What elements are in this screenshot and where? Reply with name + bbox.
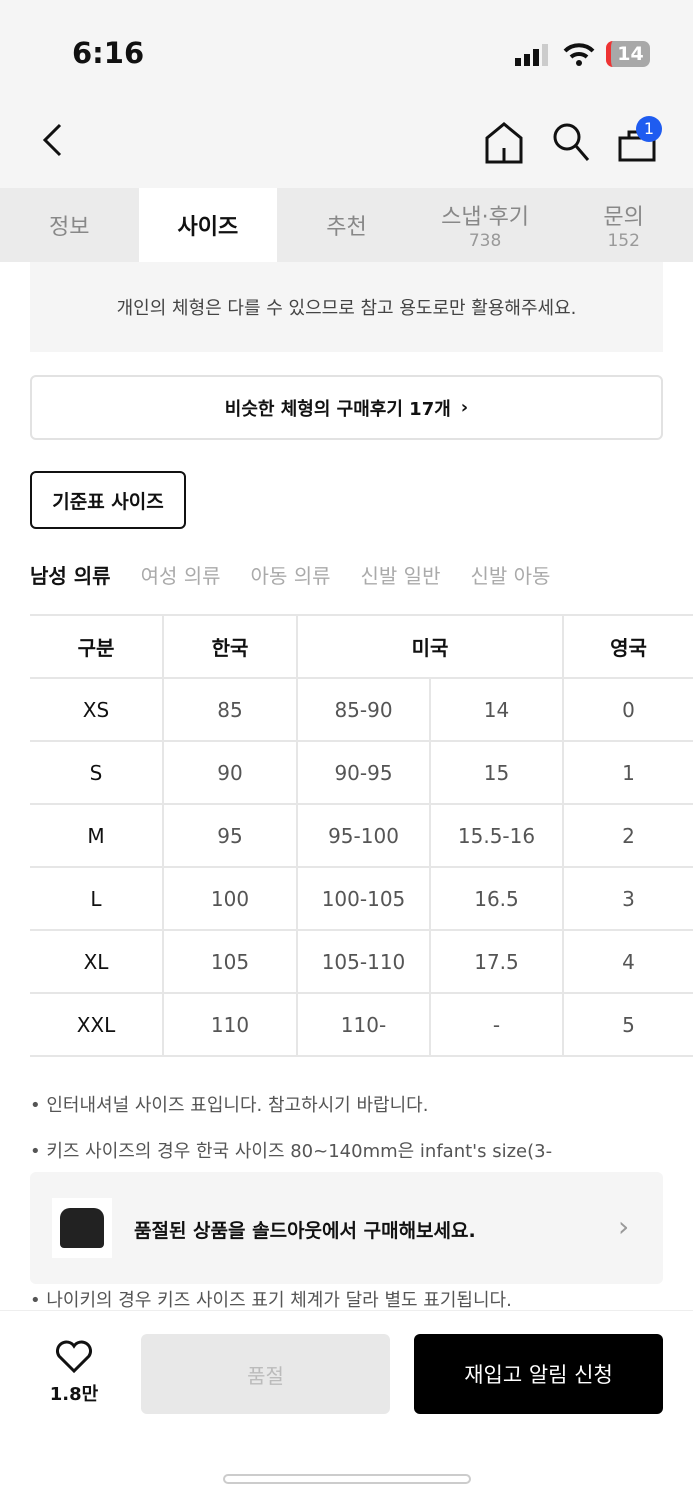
table-cell: 3	[563, 867, 693, 931]
battery-icon: 14	[606, 41, 650, 67]
table-cell: 90-95	[297, 741, 431, 805]
table-cell: 85	[163, 678, 298, 742]
top-nav: 1	[0, 100, 693, 188]
table-cell: XL	[30, 930, 164, 994]
chevron-right-icon: ›	[460, 397, 469, 418]
header-cell: 한국	[163, 614, 298, 679]
table-row: XXL 110 110- -5	[30, 993, 693, 1057]
tab-bar: 정보 사이즈 추천 스냅·후기 738 문의 152	[0, 188, 693, 262]
table-cell: 2	[563, 804, 693, 868]
table-cell: 100-105	[297, 867, 431, 931]
table-row: L 100 100-105 16.5 3	[30, 867, 693, 931]
soldout-banner[interactable]: 품절된 상품을 솔드아웃에서 구매해보세요. ›	[30, 1172, 663, 1284]
tab-label: 정보	[49, 215, 90, 240]
header-cell: 구분	[30, 614, 164, 679]
table-cell: 16.5	[430, 867, 564, 931]
search-icon[interactable]	[552, 122, 590, 162]
table-cell: M	[30, 804, 164, 868]
like-count: 1.8만	[49, 1384, 99, 1405]
tab-label: 추천	[326, 215, 367, 240]
table-cell: 0	[563, 678, 693, 742]
table-cell: 110-	[297, 993, 431, 1057]
home-indicator	[223, 1474, 471, 1484]
table-cell: L	[30, 867, 164, 931]
table-cell: 110	[163, 993, 298, 1057]
similar-reviews-button[interactable]: 비슷한 체형의 구매후기 17개 ›	[30, 375, 663, 440]
tab-reviews[interactable]: 스냅·후기 738	[416, 188, 555, 262]
table-cell: 95-100	[297, 804, 431, 868]
banner-text: 품절된 상품을 솔드아웃에서 구매해보세요.	[134, 1220, 476, 1242]
table-row: XS 85 85-90 14 0	[30, 678, 693, 742]
table-cell: 100	[163, 867, 298, 931]
jacket-image	[60, 1208, 104, 1248]
table-cell: 105-110	[297, 930, 431, 994]
note: • 키즈 사이즈의 경우 한국 사이즈 80~140mm은 infant's s…	[30, 1141, 553, 1162]
table-cell: S	[30, 741, 164, 805]
table-row: XL 105 105-110 17.5 4	[30, 930, 693, 994]
header-cell: 영국	[563, 614, 693, 679]
tab-inquiry[interactable]: 문의 152	[554, 188, 693, 262]
table-cell: 5	[563, 993, 693, 1057]
soldout-button: 품절	[141, 1334, 390, 1414]
note: • 나이키의 경우 키즈 사이즈 표기 체계가 달라 별도 표기됩니다.	[30, 1290, 512, 1311]
table-row: S 90 90-95 15 1	[30, 741, 693, 805]
category-kids-shoes[interactable]: 신발 아동	[470, 564, 551, 588]
tab-label: 사이즈	[177, 215, 239, 240]
note: • 인터내셔널 사이즈 표입니다. 참고하시기 바랍니다.	[30, 1095, 429, 1116]
table-cell: 4	[563, 930, 693, 994]
signal-icon	[515, 44, 548, 66]
table-cell: -	[430, 993, 564, 1057]
tab-recommend[interactable]: 추천	[277, 188, 416, 262]
table-cell: 90	[163, 741, 298, 805]
table-cell: 1	[563, 741, 693, 805]
tab-size[interactable]: 사이즈	[138, 188, 278, 262]
table-cell: XXL	[30, 993, 164, 1057]
table-cell: 85-90	[297, 678, 431, 742]
status-bar: 6:16 14	[0, 0, 693, 100]
heart-icon[interactable]	[55, 1340, 93, 1374]
table-cell: 105	[163, 930, 298, 994]
category-men[interactable]: 남성 의류	[30, 564, 111, 588]
header-cell: 미국	[297, 614, 564, 679]
tab-count: 738	[468, 231, 502, 251]
table-cell: 15	[430, 741, 564, 805]
cart-badge: 1	[636, 116, 662, 142]
size-table: 구분 한국 미국 영국 XS 85 85-90 14 0 S 90 90-95 15 1 M 95 95…	[30, 614, 693, 1057]
table-cell: 17.5	[430, 930, 564, 994]
category-shoes[interactable]: 신발 일반	[360, 564, 441, 588]
tab-info[interactable]: 정보	[0, 188, 139, 262]
table-cell: 14	[430, 678, 564, 742]
table-cell: 95	[163, 804, 298, 868]
tab-label: 스냅·후기	[441, 205, 530, 230]
product-thumbnail	[52, 1198, 112, 1258]
chevron-right-icon: ›	[618, 1210, 630, 1243]
status-time: 6:16	[72, 36, 145, 70]
category-kids[interactable]: 아동 의류	[250, 564, 331, 588]
tab-label: 문의	[603, 205, 644, 230]
restock-alert-button[interactable]: 재입고 알림 신청	[414, 1334, 663, 1414]
table-header: 구분 한국 미국 영국	[30, 614, 693, 679]
table-row: M 95 95-100 15.5-16 2	[30, 804, 693, 868]
home-icon[interactable]	[484, 122, 524, 164]
table-cell: 15.5-16	[430, 804, 564, 868]
notice-box: 개인의 체형은 다를 수 있으므로 참고 용도로만 활용해주세요.	[30, 262, 663, 352]
back-icon[interactable]	[40, 122, 64, 158]
tab-count: 152	[607, 231, 640, 251]
standard-size-button[interactable]: 기준표 사이즈	[30, 471, 186, 529]
category-tabs: 남성 의류 여성 의류 아동 의류 신발 일반 신발 아동	[30, 560, 550, 589]
category-women[interactable]: 여성 의류	[140, 564, 221, 588]
wifi-icon	[563, 43, 595, 66]
table-cell: XS	[30, 678, 164, 742]
button-label: 비슷한 체형의 구매후기 17개	[224, 398, 451, 420]
